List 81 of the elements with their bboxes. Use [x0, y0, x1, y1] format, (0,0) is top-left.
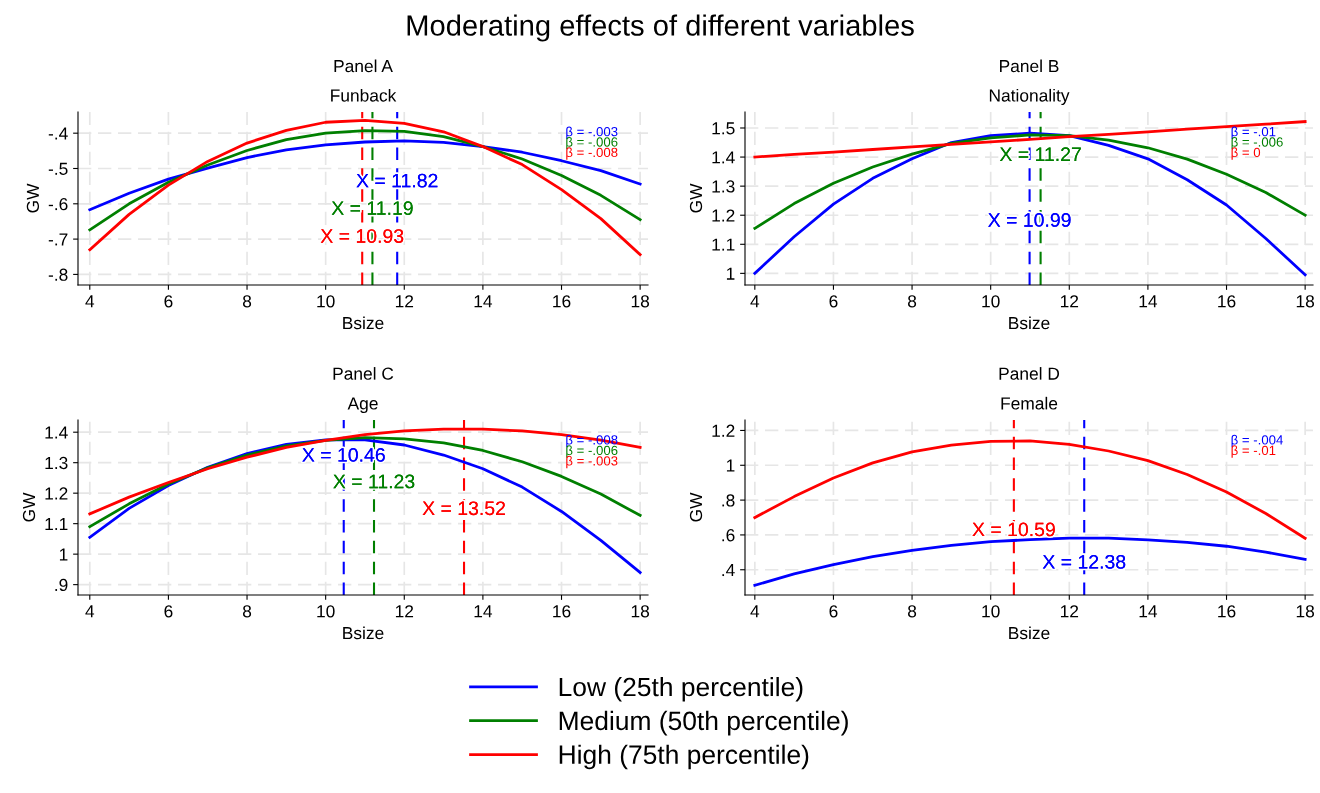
y-tick-label: .4 — [722, 564, 735, 577]
y-tick-label: 1 — [726, 267, 735, 280]
x-tick-label: 10 — [317, 295, 335, 308]
y-tick-label: -.8 — [48, 268, 68, 281]
y-tick-label: 1.4 — [712, 151, 735, 164]
x-tick-label: 4 — [750, 295, 760, 308]
x-tick-label: 14 — [1139, 295, 1158, 308]
y-tick-label: 1.2 — [712, 424, 735, 437]
chart-title: Panel C — [333, 367, 394, 380]
x-axis-title: Bsize — [343, 316, 384, 330]
x-tick-label: 8 — [907, 295, 917, 308]
x-tick-label: 12 — [1060, 605, 1079, 618]
y-tick-label: 1.4 — [45, 426, 68, 439]
x-tick-label: 12 — [395, 295, 414, 308]
chart-title: Panel D — [999, 367, 1060, 380]
x-tick-label: 14 — [474, 605, 493, 618]
y-axis-title: GW — [22, 492, 36, 522]
x-axis-title: Bsize — [1009, 626, 1050, 640]
y-tick-label: -.7 — [48, 233, 68, 246]
x-tick-label: 10 — [317, 605, 335, 618]
x-tick-label: 6 — [829, 295, 838, 308]
x-tick-label: 16 — [1218, 295, 1236, 308]
y-tick-label: 1.5 — [712, 122, 735, 135]
x-tick-label: 18 — [631, 605, 650, 618]
y-axis-title: GW — [689, 492, 703, 522]
x-tick-label: 12 — [1060, 295, 1079, 308]
annotation: X = 11.19 — [331, 201, 413, 216]
legend-label: High (75th percentile) — [559, 744, 809, 770]
y-tick-label: 1.3 — [45, 456, 68, 470]
x-tick-label: 12 — [395, 605, 414, 618]
x-tick-label: 14 — [1139, 605, 1158, 618]
x-tick-label: 4 — [85, 605, 95, 618]
x-tick-label: 4 — [750, 605, 760, 618]
x-tick-label: 16 — [1218, 605, 1236, 618]
legend-label: Medium (50th percentile) — [559, 710, 848, 736]
x-tick-label: 18 — [1296, 605, 1315, 618]
annotation: X = 10.99 — [988, 213, 1071, 227]
chart-title: Panel A — [334, 59, 393, 73]
y-tick-label: 1.1 — [712, 238, 735, 251]
y-axis-title: GW — [689, 183, 703, 213]
x-tick-label: 18 — [631, 295, 650, 308]
chart-title: Panel B — [1000, 59, 1059, 73]
chart-subtitle: Female — [1001, 396, 1058, 410]
y-tick-label: 1 — [726, 459, 735, 472]
x-tick-label: 10 — [982, 605, 1000, 618]
annotation: X = 10.59 — [972, 522, 1055, 537]
chart-subtitle: Age — [347, 397, 378, 413]
x-tick-label: 8 — [242, 295, 252, 308]
x-tick-label: 4 — [85, 295, 95, 308]
y-tick-label: .8 — [722, 494, 735, 507]
annotation: X = 10.46 — [302, 448, 385, 462]
x-tick-label: 10 — [982, 295, 1000, 308]
y-axis-title: GW — [26, 183, 40, 213]
x-tick-label: 8 — [242, 605, 252, 618]
x-tick-label: 18 — [1296, 295, 1315, 308]
x-tick-label: 6 — [829, 605, 838, 618]
y-tick-label: -.4 — [48, 127, 68, 140]
x-tick-label: 8 — [907, 605, 917, 618]
legend-label: Low (25th percentile) — [559, 676, 803, 702]
x-tick-label: 6 — [164, 295, 173, 308]
y-tick-label: 1.1 — [45, 518, 68, 530]
x-tick-label: 16 — [553, 295, 571, 308]
chart-subtitle: Funback — [331, 88, 397, 102]
x-axis-title: Bsize — [1009, 316, 1050, 330]
y-tick-label: 1 — [59, 548, 68, 561]
x-axis-title: Bsize — [343, 626, 384, 640]
text: Moderating effects of different variables — [407, 14, 914, 42]
x-tick-label: 6 — [164, 605, 173, 618]
y-tick-label: .6 — [722, 529, 735, 542]
x-tick-label: 16 — [553, 605, 571, 618]
y-tick-label: .9 — [55, 578, 68, 592]
annotation: X = 12.38 — [1042, 554, 1126, 569]
y-tick-label: -.6 — [48, 197, 68, 211]
line-series — [753, 120, 1307, 159]
chart-subtitle: Nationality — [989, 88, 1070, 106]
y-tick-label: 1.3 — [712, 180, 735, 193]
y-tick-label: 1.2 — [712, 209, 735, 222]
annotation: X = 11.82 — [356, 173, 438, 188]
y-tick-label: -.5 — [48, 162, 68, 175]
y-tick-label: 1.2 — [45, 487, 68, 500]
x-tick-label: 14 — [474, 295, 493, 308]
